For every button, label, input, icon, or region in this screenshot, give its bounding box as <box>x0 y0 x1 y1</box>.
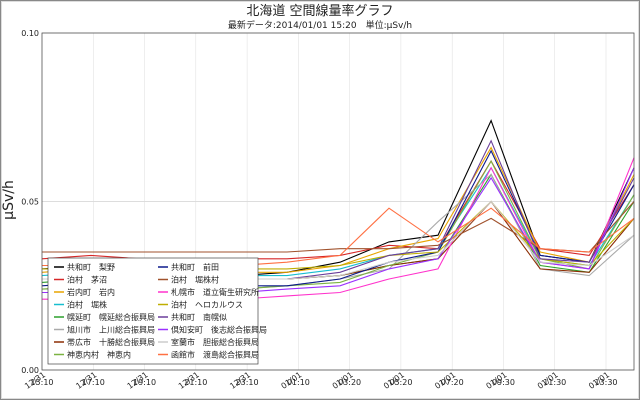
y-tick-label: 0.05 <box>21 198 39 207</box>
legend-label: 泊村 ヘロカルウス <box>171 300 243 310</box>
legend-label: 共和町 南幌似 <box>171 312 227 322</box>
x-tick-time: 07:20 <box>441 378 464 387</box>
x-tick-time: 11:30 <box>543 378 566 387</box>
x-tick-time: 21:10 <box>184 378 207 387</box>
series-line <box>41 160 635 260</box>
series-line <box>42 201 635 253</box>
legend-label: 泊村 茅沼 <box>67 275 107 285</box>
legend-label: 岩内町 岩内 <box>67 287 115 297</box>
y-axis-label: μSv/h <box>1 180 17 220</box>
legend-label: 旭川市 上川総合振興局 <box>67 325 155 335</box>
y-tick-label: 0.10 <box>21 29 39 38</box>
legend-box <box>47 257 259 365</box>
legend-label: 函館市 渡島総合振興局 <box>171 350 259 360</box>
x-tick-time: 13:30 <box>594 378 617 387</box>
x-tick-time: 15:10 <box>30 378 53 387</box>
legend-label: 泊村 堀株村 <box>171 275 219 285</box>
plot-border <box>41 32 635 371</box>
series-line <box>42 207 635 267</box>
chart-title: 北海道 空間線量率グラフ <box>246 3 393 19</box>
legend-label: 神恵内村 神恵内 <box>67 350 131 360</box>
legend-label: 帯広市 十勝総合振興局 <box>67 337 155 347</box>
x-tick-time: 17:10 <box>82 378 105 387</box>
legend-label: 幌延町 幌延総合振興局 <box>67 312 155 322</box>
legend-label: 泊村 堀株 <box>67 300 107 310</box>
legend-label: 札幌市 道立衛生研究所 <box>171 287 259 297</box>
y-tick-label: 0.00 <box>21 366 39 375</box>
x-tick-time: 01:10 <box>287 378 310 387</box>
legend-label: 室蘭市 胆振総合振興局 <box>171 337 259 347</box>
x-tick-time: 09:30 <box>492 378 515 387</box>
legend-label: 倶知安町 後志総合振興局 <box>171 325 267 335</box>
chart-subtitle: 最新データ:2014/01/01 15:20 単位:μSv/h <box>228 19 412 31</box>
x-tick-time: 05:20 <box>389 378 412 387</box>
x-tick-time: 19:10 <box>133 378 156 387</box>
legend-label: 共和町 梨野 <box>67 262 115 272</box>
legend-label: 共和町 前田 <box>171 262 219 272</box>
x-tick-time: 03:20 <box>338 378 361 387</box>
x-tick-time: 23:10 <box>236 378 259 387</box>
series-line <box>41 146 635 273</box>
